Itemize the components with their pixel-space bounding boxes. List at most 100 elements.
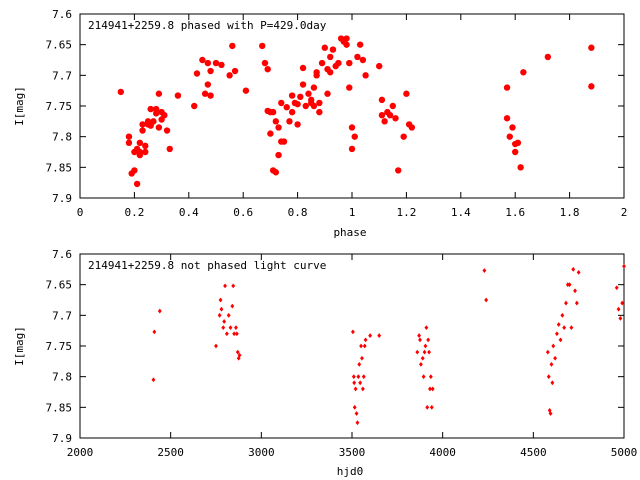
data-point <box>299 81 307 88</box>
data-point <box>327 53 334 61</box>
data-point <box>125 133 133 140</box>
data-point <box>117 88 125 96</box>
data-point <box>427 349 431 355</box>
data-point <box>174 92 182 99</box>
y-tick-label: 7.6 <box>52 248 72 261</box>
y-tick-label: 7.8 <box>52 131 72 144</box>
data-point <box>357 362 362 367</box>
y-tick-label: 7.75 <box>46 340 73 353</box>
x-tick-label: 1.6 <box>505 206 525 219</box>
data-point <box>204 81 212 88</box>
data-point <box>299 64 307 72</box>
data-point <box>142 142 149 150</box>
data-point <box>348 145 356 153</box>
data-point <box>217 312 222 318</box>
x-tick-label: 0.6 <box>233 206 253 219</box>
data-point <box>221 325 226 330</box>
data-point <box>376 62 383 70</box>
data-point <box>131 167 138 174</box>
data-point <box>191 102 198 110</box>
data-point <box>261 59 269 67</box>
data-point <box>226 72 233 79</box>
data-point <box>358 380 363 386</box>
x-tick-label: 1.8 <box>560 206 580 219</box>
x-tick-label: 2000 <box>67 446 94 459</box>
data-point <box>544 53 552 61</box>
y-tick-label: 7.6 <box>52 8 72 21</box>
data-point <box>573 288 577 294</box>
y-tick-label: 7.9 <box>52 432 72 445</box>
data-point <box>264 66 271 73</box>
data-point <box>231 67 239 75</box>
data-point <box>588 83 595 90</box>
data-point <box>618 316 623 321</box>
y-tick-label: 7.8 <box>52 371 72 384</box>
data-point <box>278 99 285 107</box>
y-tick-label: 7.7 <box>52 309 72 322</box>
data-point <box>351 374 356 380</box>
data-point <box>305 90 312 97</box>
data-point <box>152 329 157 335</box>
data-point <box>425 404 430 410</box>
y-tick-label: 7.7 <box>52 69 72 82</box>
data-point <box>288 108 296 116</box>
plot-frame <box>79 253 625 439</box>
data-point <box>136 148 144 156</box>
data-point <box>152 105 160 113</box>
data-point <box>150 118 157 125</box>
data-point <box>352 380 357 386</box>
phased-light-curve-panel: 0 0.2 0.4 0.6 0.8 1 1.2 1.4 1.6 1.8 2 7.6 7.65 7.7 7.7… <box>13 8 627 239</box>
data-point <box>576 270 581 275</box>
y-tick-label: 7.85 <box>46 401 73 414</box>
data-point <box>316 108 323 116</box>
data-point <box>157 308 162 314</box>
tick-labels: 2000 2500 3000 3500 4000 4500 5000 7.6 7.65 7.7 7.… <box>46 248 638 459</box>
x-tick-label: 0 <box>77 206 84 219</box>
data-point <box>551 343 556 349</box>
data-point <box>503 84 511 91</box>
data-point <box>569 325 574 330</box>
data-point <box>199 56 206 64</box>
data-point <box>422 349 427 355</box>
x-tick-label: 4500 <box>520 446 547 459</box>
data-point <box>400 133 407 140</box>
x-tick-label: 0.2 <box>124 206 144 219</box>
data-point <box>395 167 402 174</box>
data-point <box>359 56 367 64</box>
data-point <box>125 139 133 146</box>
data-point <box>346 59 353 67</box>
data-point <box>280 138 288 145</box>
data-points <box>117 35 595 188</box>
data-point <box>310 84 318 91</box>
data-point <box>362 72 369 79</box>
data-point <box>368 333 373 338</box>
x-axis-label: hjd0 <box>337 465 364 478</box>
data-point <box>360 355 364 361</box>
data-point <box>343 41 350 48</box>
data-point <box>275 151 282 159</box>
x-tick-label: 4000 <box>429 446 456 459</box>
data-point <box>294 100 301 108</box>
data-point <box>166 145 173 153</box>
data-point <box>288 92 296 99</box>
data-point <box>620 300 625 306</box>
data-point <box>360 386 365 392</box>
data-point <box>218 297 223 303</box>
data-point <box>204 59 212 67</box>
data-point <box>512 148 519 156</box>
data-point <box>549 362 554 367</box>
data-point <box>151 377 156 383</box>
data-point <box>429 404 434 410</box>
data-point <box>415 349 420 355</box>
data-point <box>546 374 551 380</box>
data-point <box>212 59 220 67</box>
data-point <box>219 306 224 312</box>
data-point <box>553 355 558 361</box>
data-point <box>354 53 361 61</box>
data-point <box>155 124 163 131</box>
data-point <box>236 355 241 361</box>
data-point <box>377 333 382 338</box>
data-point <box>517 164 524 171</box>
data-point <box>556 322 561 327</box>
data-point <box>136 139 144 146</box>
